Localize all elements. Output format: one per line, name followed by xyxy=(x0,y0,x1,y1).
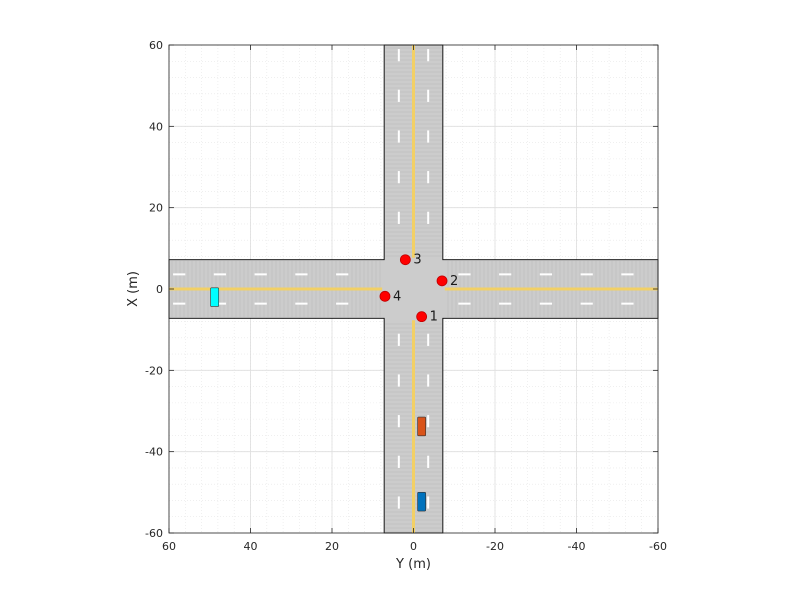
x-tick-label: 0 xyxy=(410,540,417,553)
vehicles xyxy=(210,287,427,512)
orange-car xyxy=(417,416,427,437)
cyan-car xyxy=(210,287,220,307)
waypoint-1 xyxy=(416,311,428,323)
x-tick-label: -60 xyxy=(649,540,667,553)
x-tick-label: -40 xyxy=(568,540,586,553)
road-surface xyxy=(169,45,658,533)
waypoint-label: 4 xyxy=(393,289,401,304)
y-tick-label: -60 xyxy=(145,527,163,540)
x-tick-label: 40 xyxy=(244,540,258,553)
waypoint-4 xyxy=(379,290,391,302)
y-tick-label: -20 xyxy=(145,364,163,377)
y-axis-label: X (m) xyxy=(126,271,141,307)
y-tick-label: 20 xyxy=(149,202,163,215)
waypoint-3 xyxy=(399,254,411,266)
waypoint-label: 2 xyxy=(450,274,458,289)
waypoint-2 xyxy=(436,275,448,287)
x-tick-label: 20 xyxy=(325,540,339,553)
y-tick-label: -40 xyxy=(145,446,163,459)
y-tick-label: 0 xyxy=(156,283,163,296)
y-tick-label: 60 xyxy=(149,39,163,52)
x-tick-label: -20 xyxy=(486,540,504,553)
lane-markings xyxy=(169,45,658,533)
waypoint-label: 1 xyxy=(430,310,438,325)
waypoint-label: 3 xyxy=(413,253,421,268)
x-axis-label: Y (m) xyxy=(395,557,431,572)
blue-car xyxy=(417,492,427,512)
waypoints: 1 2 3 4 xyxy=(379,253,458,325)
y-tick-label: 40 xyxy=(149,120,163,133)
x-tick-label: 60 xyxy=(162,540,176,553)
